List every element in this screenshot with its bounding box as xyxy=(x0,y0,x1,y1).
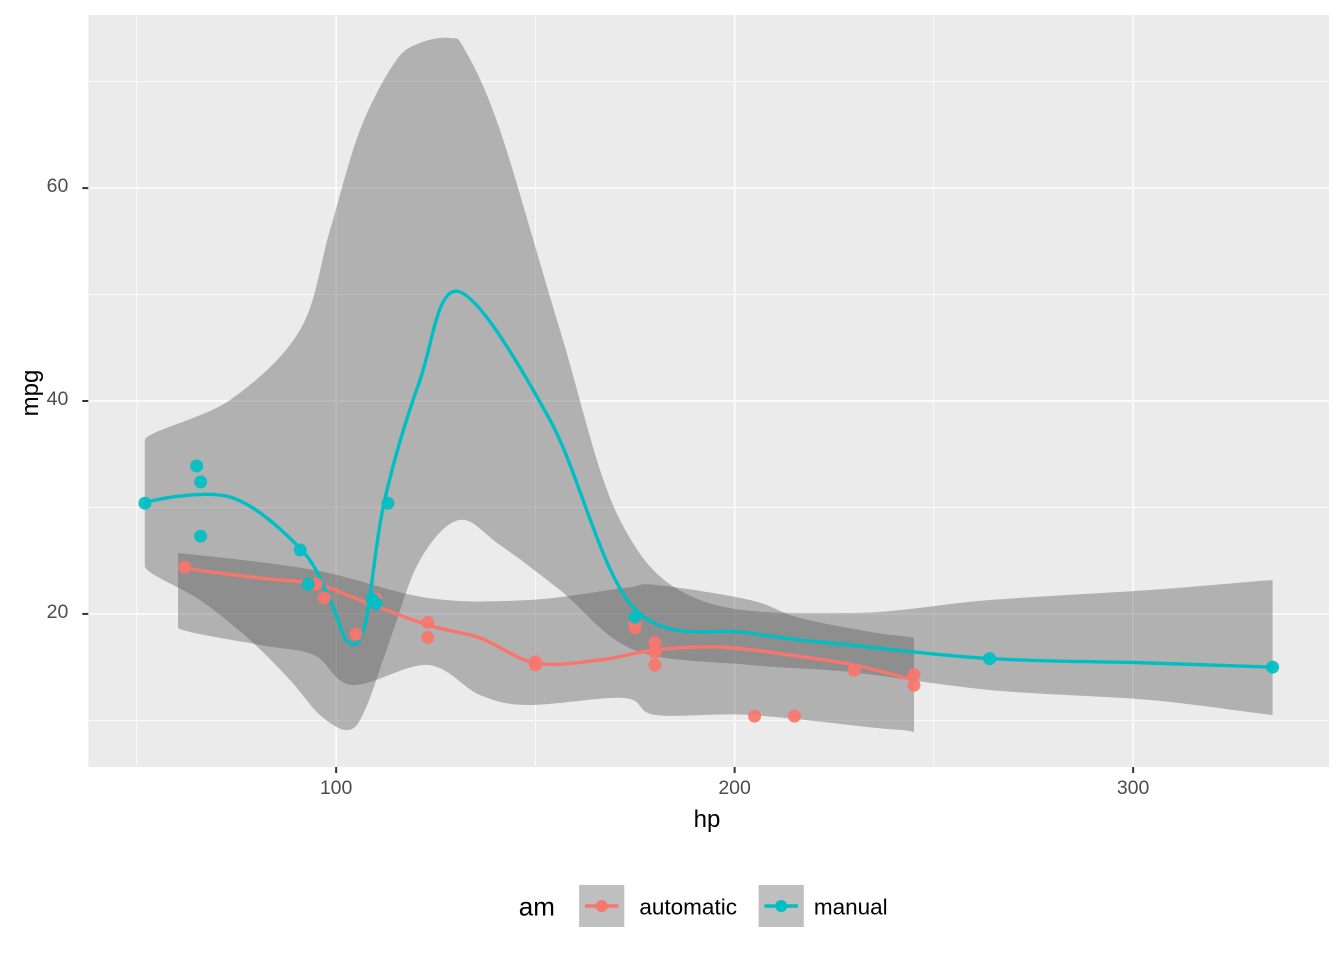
svg-text:automatic: automatic xyxy=(639,895,737,920)
svg-text:manual: manual xyxy=(814,895,888,920)
svg-text:am: am xyxy=(519,892,555,922)
